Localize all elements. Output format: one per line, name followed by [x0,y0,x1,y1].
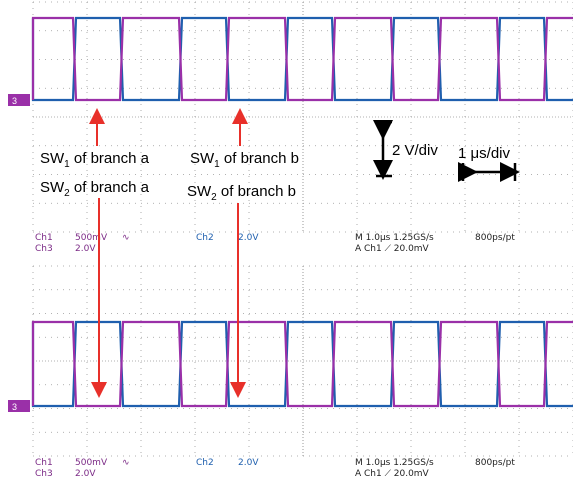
annotation: SW2 of branch b [187,183,296,203]
scope-readout: 500mV [75,458,108,468]
volt-scale: 2 V/div [392,142,438,159]
annotation: SW2 of branch a [40,179,150,199]
time-scale: 1 μs/div [458,145,510,162]
scope-panel: 3 Ch1 500mV ∿ Ch2 2.0V Ch3 2.0V M 1.0μs 1.25GS/s… [8,266,573,479]
scope-readout: Ch1 [35,458,53,468]
scope-readout: Ch1 [35,233,53,243]
screenshot: 3 Ch1 500mV ∿ Ch2 2.0V Ch3 2.0V M 1.0μs 1.25GS/s… [0,0,573,498]
scope-readout: A Ch1 ⟋ 20.0mV [355,244,430,254]
channel-marker: 3 [12,96,17,106]
scope-readout: 2.0V [238,233,259,243]
scope-readout: 500mV [75,233,108,243]
scope-readout: Ch3 [35,244,53,254]
channel-marker: 3 [12,402,17,412]
scope-readout: ∿ [122,458,130,468]
scope-readout: M 1.0μs 1.25GS/s [355,458,434,468]
scope-readout: 2.0V [75,469,96,479]
scope-readout: ∿ [122,233,130,243]
scope-readout: 2.0V [238,458,259,468]
waveform-ch1 [33,322,573,406]
scope-readout: 800ps/pt [475,233,515,243]
scope-readout: Ch3 [35,469,53,479]
scope-readout: M 1.0μs 1.25GS/s [355,233,434,243]
annotation: SW1 of branch b [190,150,299,170]
scope-readout: Ch2 [196,233,214,243]
scope-readout: Ch2 [196,458,214,468]
annotation: SW1 of branch a [40,150,150,170]
waveform-ch3 [33,322,573,406]
scope-readout: A Ch1 ⟋ 20.0mV [355,469,430,479]
scope-readout: 2.0V [75,244,96,254]
scope-readout: 800ps/pt [475,458,515,468]
scope-panel: 3 Ch1 500mV ∿ Ch2 2.0V Ch3 2.0V M 1.0μs 1.25GS/s… [8,2,573,254]
